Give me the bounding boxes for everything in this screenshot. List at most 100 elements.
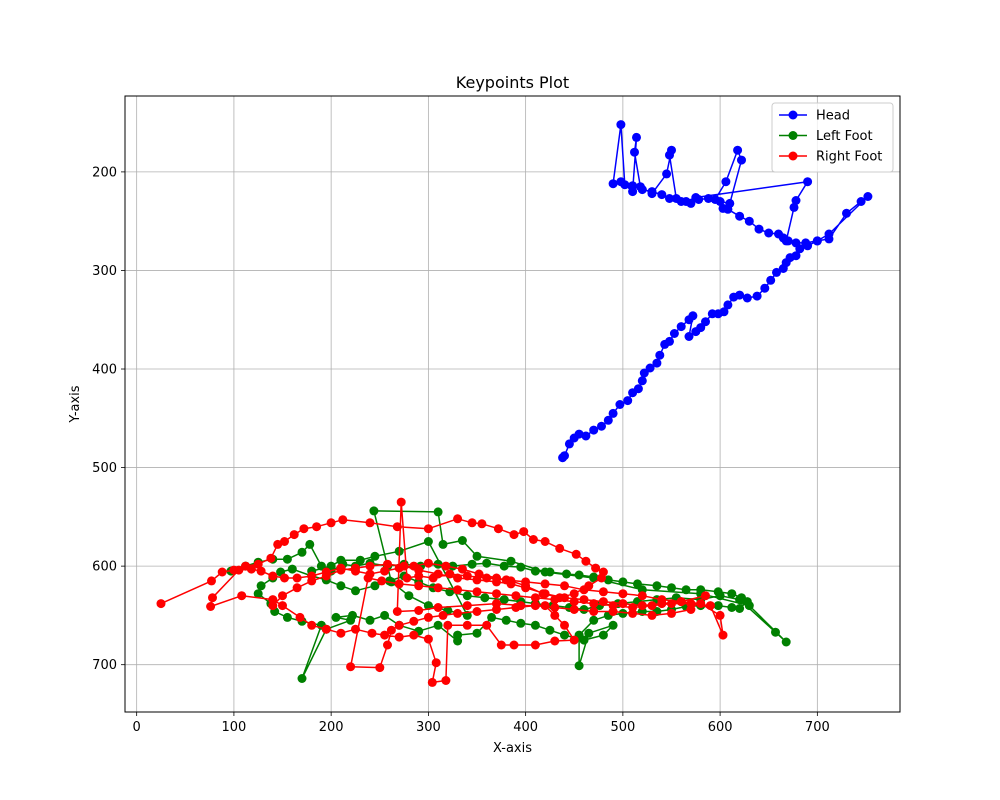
- right-foot-point: [718, 630, 728, 640]
- right-foot-point: [292, 583, 302, 593]
- right-foot-point: [591, 563, 601, 573]
- left-foot-point: [530, 566, 540, 576]
- head-point: [671, 194, 681, 203]
- head-point: [718, 203, 728, 213]
- right-foot-point: [676, 597, 686, 607]
- right-foot-point: [618, 599, 628, 609]
- right-foot-point: [462, 620, 472, 630]
- right-foot-point: [598, 587, 608, 597]
- left-foot-point: [589, 615, 599, 625]
- left-foot-point: [282, 554, 292, 564]
- left-foot-point: [365, 615, 375, 625]
- left-foot-point: [574, 570, 584, 580]
- head-point: [628, 187, 638, 197]
- legend: Head Left Foot Right Foot: [771, 102, 894, 173]
- right-foot-point: [509, 530, 519, 540]
- right-foot-point: [496, 640, 506, 650]
- y-tick-label: 500: [92, 461, 117, 476]
- right-foot-point: [433, 603, 443, 612]
- head-point: [719, 307, 729, 317]
- right-foot-point: [336, 628, 346, 638]
- right-foot-point: [289, 530, 299, 540]
- right-foot-point: [560, 620, 569, 630]
- left-foot-point: [438, 539, 448, 549]
- left-foot-point: [282, 612, 292, 622]
- right-foot-point: [571, 549, 581, 559]
- x-tick-label: 400: [513, 720, 538, 735]
- legend-swatch-marker: [788, 131, 798, 140]
- head-point: [803, 177, 813, 187]
- head-point: [701, 317, 710, 327]
- head-point: [597, 421, 606, 431]
- left-foot-point: [618, 577, 628, 587]
- right-foot-point: [555, 543, 565, 553]
- head-point: [721, 177, 731, 187]
- left-foot-point: [652, 581, 662, 591]
- left-foot-point: [713, 601, 723, 611]
- right-foot-point: [394, 632, 404, 642]
- right-foot-point: [453, 573, 463, 583]
- y-axis-label: Y-axis: [68, 385, 83, 423]
- right-foot-point: [295, 612, 305, 622]
- y-tick-label: 400: [92, 363, 117, 378]
- right-foot-point: [307, 620, 317, 630]
- right-foot-point: [686, 605, 696, 614]
- left-foot-point: [380, 610, 390, 620]
- right-foot-point: [482, 573, 492, 583]
- left-foot-point: [540, 567, 550, 577]
- left-foot-point: [545, 625, 555, 635]
- head-point: [764, 228, 774, 238]
- left-foot-point: [506, 556, 516, 566]
- right-foot-point: [321, 571, 331, 581]
- left-foot-point: [579, 605, 589, 614]
- right-foot-point: [423, 612, 433, 622]
- legend-item-head: Head: [779, 109, 850, 124]
- right-foot-point: [472, 575, 482, 585]
- right-foot-point: [375, 663, 385, 673]
- right-foot-point: [530, 601, 540, 611]
- right-foot-point: [453, 514, 463, 524]
- right-foot-point: [443, 620, 453, 630]
- head-point: [688, 311, 698, 321]
- left-foot-point: [487, 612, 497, 622]
- right-foot-point: [589, 607, 599, 616]
- left-foot-point: [336, 555, 346, 565]
- left-foot-point: [608, 620, 618, 630]
- left-foot-point: [462, 591, 472, 601]
- head-point: [662, 169, 672, 179]
- head-point: [630, 147, 639, 157]
- x-tick-label: 600: [708, 720, 733, 735]
- head-point: [824, 229, 834, 239]
- left-foot-point: [516, 618, 526, 628]
- left-foot-point: [346, 615, 356, 625]
- head-point: [684, 332, 694, 341]
- right-foot-point: [433, 569, 443, 579]
- right-foot-point: [530, 593, 540, 603]
- right-foot-point: [569, 635, 579, 645]
- right-foot-point: [367, 628, 377, 638]
- head-point: [791, 251, 801, 261]
- right-foot-point: [608, 607, 618, 616]
- right-foot-point: [414, 565, 424, 575]
- head-point: [655, 350, 665, 360]
- left-foot-point: [336, 581, 346, 591]
- right-foot-point: [550, 595, 560, 605]
- right-foot-point: [540, 537, 550, 546]
- legend-item-left-foot: Left Foot: [779, 129, 873, 144]
- x-tick-label: 0: [133, 720, 141, 735]
- head-point: [665, 150, 674, 160]
- left-foot-point: [516, 562, 526, 572]
- right-foot-point: [441, 561, 451, 571]
- head-point: [715, 197, 725, 206]
- left-foot-point: [331, 612, 341, 622]
- y-tick-label: 700: [92, 658, 117, 673]
- head-point: [863, 192, 873, 201]
- head-point: [608, 408, 618, 418]
- right-foot-point: [467, 518, 477, 528]
- right-foot-point: [273, 539, 283, 549]
- right-foot-point: [427, 677, 437, 687]
- left-foot-point: [598, 630, 608, 640]
- right-foot-point: [386, 625, 396, 635]
- right-foot-point: [530, 640, 540, 650]
- right-foot-point: [540, 579, 550, 589]
